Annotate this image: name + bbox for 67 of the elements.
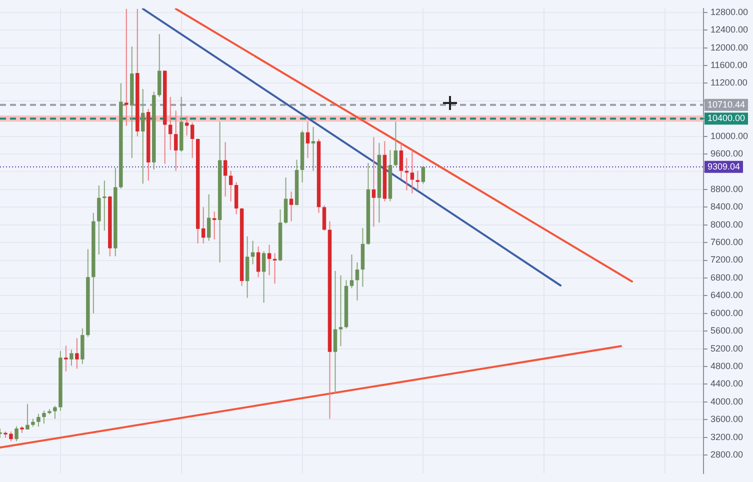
candlestick: [372, 136, 376, 228]
y-tick-label: 2800.00: [710, 449, 744, 460]
y-tick-label: 8400.00: [710, 202, 744, 212]
candlestick: [223, 142, 228, 198]
candlestick: [289, 191, 294, 222]
candlestick: [174, 110, 178, 172]
ref-line-label: 10710.44: [707, 99, 746, 110]
candlestick: [201, 206, 206, 244]
candlestick: [70, 349, 74, 366]
candlestick: [267, 244, 272, 276]
candlestick: [306, 121, 310, 159]
ref-line-label: 9309.04: [707, 161, 740, 172]
candlestick: [262, 250, 266, 304]
candlestick: [416, 170, 420, 191]
y-tick-label: 12000.00: [710, 42, 748, 52]
candlestick: [14, 426, 18, 442]
y-tick-label: 6800.00: [710, 272, 744, 282]
candlestick: [42, 410, 46, 424]
y-tick-label: 10000.00: [710, 130, 748, 141]
candlestick: [350, 254, 354, 289]
candlestick: [234, 182, 238, 215]
candlestick: [256, 246, 260, 278]
y-tick-label: 11200.00: [710, 78, 748, 88]
candlestick: [141, 88, 145, 184]
candlestick: [421, 165, 426, 184]
candlestick: [168, 96, 172, 151]
candlestick: [284, 176, 288, 224]
candlestick: [399, 142, 404, 180]
candlestick: [64, 345, 68, 372]
y-tick-label: 3200.00: [710, 432, 744, 442]
candlestick: [338, 274, 343, 347]
y-tick-label: 4800.00: [710, 360, 744, 371]
candlestick: [322, 204, 326, 232]
candlestick: [36, 413, 40, 428]
y-tick-label: 7200.00: [710, 254, 744, 265]
y-tick-label: 7600.00: [710, 237, 744, 248]
candlestick: [272, 252, 277, 284]
candlestick: [75, 338, 79, 370]
candlestick: [311, 126, 316, 172]
y-tick-label: 8800.00: [710, 184, 744, 194]
y-tick-label: 9600.00: [710, 148, 744, 159]
candlestick: [206, 194, 211, 242]
candlestick: [212, 211, 216, 240]
y-tick-label: 11600.00: [710, 60, 748, 70]
candlestick: [333, 270, 338, 394]
candlestick: [102, 180, 106, 232]
candlestick: [26, 404, 30, 430]
candlestick: [184, 116, 189, 136]
candlestick: [190, 122, 194, 159]
y-tick-label: 5600.00: [710, 326, 744, 336]
y-tick-label: 6000.00: [710, 308, 744, 318]
y-tick-label: 5200.00: [710, 343, 744, 354]
y-tick-label: 12800.00: [710, 6, 748, 17]
candlestick: [228, 170, 233, 202]
candlestick: [53, 405, 57, 420]
y-tick-label: 3600.00: [710, 414, 744, 424]
y-tick-label: 8000.00: [710, 219, 744, 230]
y-tick-label: 4000.00: [710, 396, 744, 406]
candlestick: [97, 184, 101, 255]
y-tick-label: 6400.00: [710, 290, 744, 300]
candlestick: [410, 150, 414, 194]
y-tick-label: 4400.00: [710, 378, 744, 389]
y-tick-label: 12400.00: [710, 24, 748, 35]
candlestick: [124, 8, 128, 126]
candlestick: [355, 262, 360, 302]
ref-line-label: 10400.00: [707, 113, 746, 124]
candlestick: [394, 121, 398, 166]
